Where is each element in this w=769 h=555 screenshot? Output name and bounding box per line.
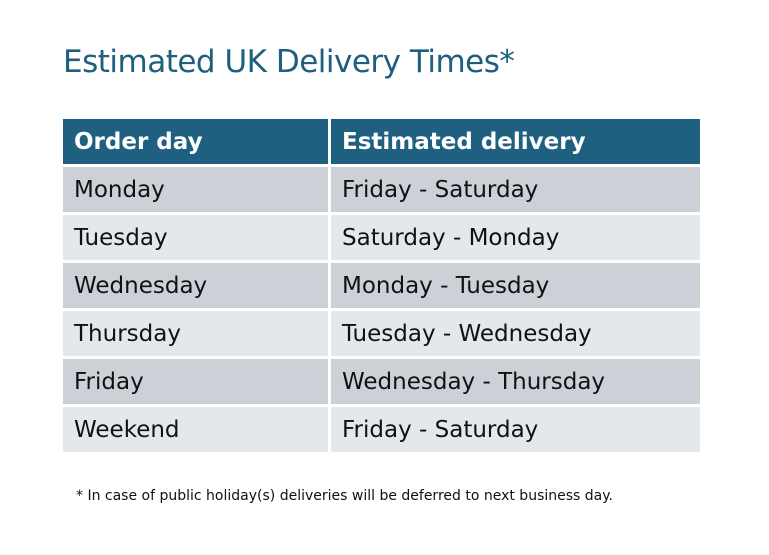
delivery-cell: Tuesday - Wednesday — [331, 311, 700, 356]
footnote: * In case of public holiday(s) deliverie… — [76, 488, 613, 504]
delivery-table: Order day Estimated delivery Monday Frida… — [60, 116, 703, 455]
table-row: Tuesday Saturday - Monday — [63, 215, 700, 260]
order-day-cell: Tuesday — [63, 215, 328, 260]
order-day-cell: Wednesday — [63, 263, 328, 308]
table-row: Thursday Tuesday - Wednesday — [63, 311, 700, 356]
header-estimated-delivery: Estimated delivery — [331, 119, 700, 164]
header-order-day: Order day — [63, 119, 328, 164]
page-title: Estimated UK Delivery Times* — [63, 44, 515, 80]
order-day-cell: Weekend — [63, 407, 328, 452]
delivery-cell: Wednesday - Thursday — [331, 359, 700, 404]
delivery-cell: Friday - Saturday — [331, 167, 700, 212]
table-row: Weekend Friday - Saturday — [63, 407, 700, 452]
delivery-cell: Monday - Tuesday — [331, 263, 700, 308]
table-row: Friday Wednesday - Thursday — [63, 359, 700, 404]
delivery-cell: Saturday - Monday — [331, 215, 700, 260]
table-row: Monday Friday - Saturday — [63, 167, 700, 212]
order-day-cell: Monday — [63, 167, 328, 212]
table-header: Order day Estimated delivery — [63, 119, 700, 164]
order-day-cell: Friday — [63, 359, 328, 404]
order-day-cell: Thursday — [63, 311, 328, 356]
table-row: Wednesday Monday - Tuesday — [63, 263, 700, 308]
delivery-cell: Friday - Saturday — [331, 407, 700, 452]
